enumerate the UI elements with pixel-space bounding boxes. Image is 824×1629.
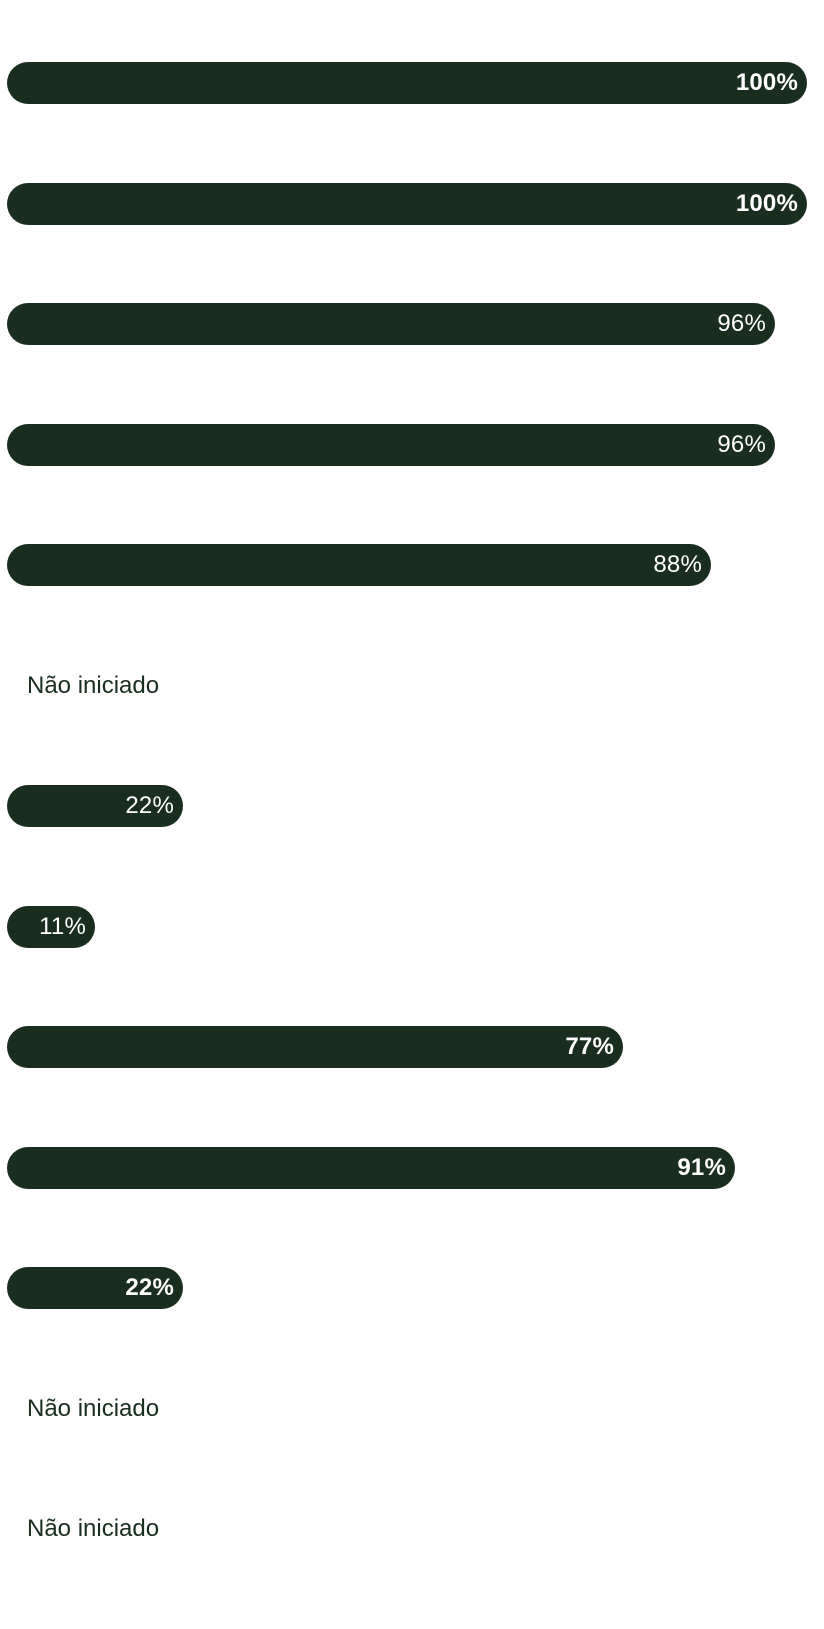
progress-percent-label: 77% — [565, 1033, 614, 1060]
progress-bar: 100% — [7, 182, 807, 225]
not-started-label: Não iniciado — [27, 1515, 160, 1542]
progress-row: 88% — [7, 544, 807, 586]
progress-row: 96% — [7, 303, 807, 345]
progress-percent-label: 22% — [125, 1274, 174, 1301]
progress-percent-label: 22% — [125, 792, 174, 819]
progress-percent-label: 96% — [717, 310, 766, 337]
progress-row: 11% — [7, 905, 807, 948]
not-started-label: Não iniciado — [27, 1394, 160, 1422]
progress-percent-label: 88% — [653, 551, 702, 578]
progress-bar: 96% — [7, 423, 775, 466]
progress-percent-label: 100% — [735, 189, 798, 217]
progress-percent-label: 11% — [39, 912, 86, 940]
progress-row: 91% — [7, 1146, 807, 1189]
progress-bar: 100% — [7, 62, 807, 104]
progress-bar: 91% — [7, 1146, 735, 1189]
progress-bar: 96% — [7, 303, 775, 345]
progress-row: Não iniciado — [7, 1508, 807, 1550]
progress-row: Não iniciado — [7, 665, 807, 707]
progress-percent-label: 91% — [677, 1153, 726, 1181]
progress-bar: 22% — [7, 785, 183, 827]
progress-bar: 22% — [7, 1267, 183, 1309]
progress-bar: 77% — [7, 1026, 623, 1068]
progress-percent-label: 96% — [717, 430, 766, 458]
not-started-label: Não iniciado — [27, 671, 160, 699]
progress-bar: 88% — [7, 544, 711, 586]
progress-row: 22% — [7, 785, 807, 827]
progress-bar: 11% — [7, 905, 95, 948]
progress-list: 100% 100% 96% 96% 88% Não iniciado 22% 11% 77% 91… — [7, 62, 807, 1629]
progress-row: 96% — [7, 423, 807, 466]
progress-row: 100% — [7, 182, 807, 225]
progress-row: Não iniciado — [7, 1388, 807, 1430]
progress-percent-label: 100% — [735, 69, 798, 96]
progress-row: 77% — [7, 1026, 807, 1068]
progress-row: 22% — [7, 1267, 807, 1309]
progress-row: 100% — [7, 62, 807, 104]
